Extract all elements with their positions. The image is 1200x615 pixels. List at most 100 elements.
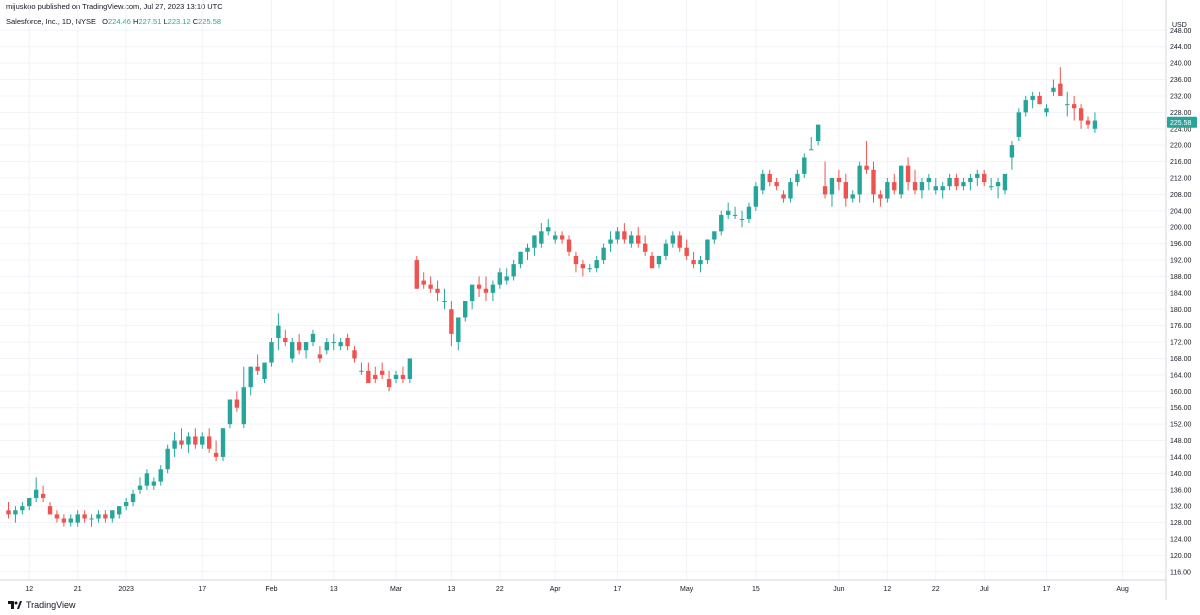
candle	[919, 177, 925, 199]
candle-body	[546, 227, 551, 232]
candle	[248, 366, 253, 396]
candle-body	[663, 243, 669, 256]
y-tick-label: 248.00	[1170, 28, 1192, 35]
candle-body	[622, 231, 627, 240]
candle	[857, 161, 862, 203]
tradingview-brand[interactable]: TradingView	[8, 600, 76, 610]
candle	[75, 510, 80, 527]
candle	[317, 346, 323, 363]
candle	[885, 177, 890, 203]
x-tick-label: Apr	[550, 586, 562, 593]
candle-body	[400, 374, 406, 379]
candle-body	[255, 366, 260, 371]
y-tick-label: 196.00	[1170, 241, 1192, 248]
candle	[68, 514, 73, 527]
candle	[283, 329, 288, 347]
candle	[580, 260, 586, 277]
candle	[836, 169, 842, 191]
candle	[469, 284, 475, 310]
candle-body	[587, 268, 592, 270]
candle-body	[123, 502, 129, 507]
y-tick-label: 160.00	[1170, 389, 1192, 396]
candle-body	[698, 260, 703, 265]
candle-body	[753, 186, 759, 207]
candle	[206, 428, 212, 453]
candle-body	[975, 173, 980, 178]
y-tick-label: 148.00	[1170, 438, 1192, 445]
y-tick-label: 204.00	[1170, 208, 1192, 215]
candle	[774, 177, 779, 191]
candle-body	[649, 255, 655, 269]
candle	[767, 169, 772, 187]
candle	[995, 177, 1001, 199]
y-tick-label: 172.00	[1170, 340, 1192, 347]
candle-body	[1023, 100, 1028, 113]
candle-body	[1065, 104, 1070, 106]
y-tick-label: 128.00	[1170, 520, 1192, 527]
candle-body	[864, 165, 869, 170]
candle	[559, 231, 565, 244]
candlestick-chart[interactable]: 116.00 120.00 124.00 128.00 132.00 136.00 140.…	[0, 0, 1200, 600]
candle-body	[670, 235, 676, 244]
candle	[193, 428, 198, 449]
candle	[303, 342, 309, 359]
candle-body	[1078, 108, 1084, 121]
candle-body	[220, 428, 226, 457]
y-tick-label: 120.00	[1170, 553, 1192, 560]
candle-body	[359, 370, 364, 372]
candle	[1016, 108, 1022, 142]
candle-body	[760, 173, 765, 191]
candle	[1092, 112, 1098, 133]
y-tick-label: 228.00	[1170, 110, 1192, 117]
candle	[123, 497, 129, 511]
candle	[608, 231, 613, 252]
candle-body	[421, 280, 426, 285]
candle	[947, 173, 952, 191]
candle-body	[725, 210, 731, 215]
candle-body	[878, 194, 883, 199]
candle	[213, 440, 219, 462]
y-tick-label: 124.00	[1170, 536, 1192, 543]
candle	[456, 317, 461, 351]
candle	[871, 161, 876, 203]
ohlc-high: H227.51	[133, 17, 162, 26]
svg-text:225.58: 225.58	[1170, 120, 1192, 127]
candle	[379, 362, 385, 379]
candle-body	[40, 493, 46, 498]
candle	[61, 514, 67, 527]
candle	[54, 510, 60, 523]
candle	[130, 489, 136, 507]
candle-body	[345, 337, 350, 347]
candle	[1030, 91, 1035, 109]
y-tick-label: 168.00	[1170, 356, 1192, 363]
candle	[13, 506, 18, 523]
candle-body	[1016, 112, 1022, 137]
candle-body	[234, 399, 240, 408]
candle	[788, 177, 793, 203]
candle-body	[331, 342, 336, 344]
candle	[352, 346, 357, 363]
candle	[656, 255, 662, 269]
candle	[601, 243, 606, 265]
candle-body	[559, 235, 565, 240]
x-tick-label: 22	[496, 586, 504, 593]
ohlc-close: C225.58	[192, 17, 222, 26]
candle-body	[850, 194, 855, 199]
candle	[82, 510, 87, 523]
candle-body	[539, 231, 544, 244]
candle-body	[1071, 104, 1077, 109]
candle-body	[61, 518, 67, 523]
candle-body	[165, 448, 170, 470]
candle-body	[276, 325, 281, 338]
candle	[719, 210, 724, 236]
candle-body	[1002, 173, 1008, 191]
price-axis[interactable]: 116.00 120.00 124.00 128.00 132.00 136.00 140.…	[1170, 28, 1192, 576]
time-axis[interactable]: 12 21 2023 17 Feb 13 Mar 13 22 Apr 17 May 15 Jun 12 22 J…	[25, 586, 1129, 593]
candle	[649, 251, 655, 269]
candle	[587, 264, 592, 273]
candle	[227, 399, 233, 429]
y-tick-label: 224.00	[1170, 126, 1192, 133]
candle-body	[373, 374, 378, 379]
candle-body	[428, 284, 433, 289]
candle	[975, 169, 980, 187]
